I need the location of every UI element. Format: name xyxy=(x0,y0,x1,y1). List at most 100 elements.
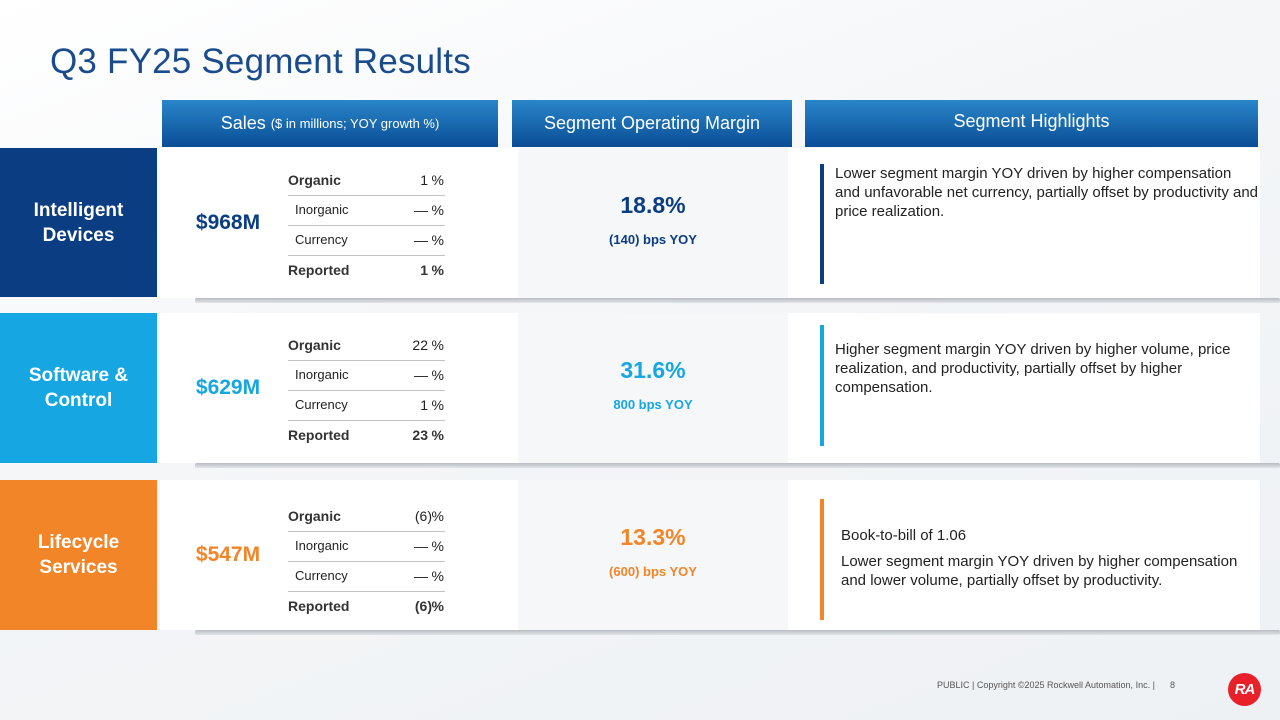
sales-header: Sales ($ in millions; YOY growth %) xyxy=(162,100,498,147)
growth-label: Inorganic xyxy=(295,538,349,553)
growth-label: Reported xyxy=(288,262,350,278)
sales-amount: $547M xyxy=(195,543,261,566)
growth-unit: % xyxy=(431,232,444,248)
highlight-paragraph: Lower segment margin YOY driven by highe… xyxy=(841,553,1238,589)
highlight-box: Higher segment margin YOY driven by high… xyxy=(820,325,1260,446)
footer-copyright: PUBLIC | Copyright ©2025 Rockwell Automa… xyxy=(937,680,1155,690)
growth-value: — xyxy=(414,202,428,218)
margin-box: 31.6% 800 bps YOY xyxy=(518,357,788,412)
growth-value: — xyxy=(414,232,428,248)
divider xyxy=(288,531,445,532)
growth-unit: % xyxy=(431,427,444,443)
growth-unit: % xyxy=(431,568,444,584)
growth-label: Currency xyxy=(295,568,348,583)
page-title: Q3 FY25 Segment Results xyxy=(50,42,471,81)
divider xyxy=(288,591,445,592)
growth-label: Reported xyxy=(288,598,350,614)
growth-label: Organic xyxy=(288,337,341,353)
segment-row-intelligent-devices: Intelligent Devices $968M Organic 1 % In… xyxy=(0,148,1280,303)
row-shadow xyxy=(195,298,1280,303)
growth-unit: % xyxy=(431,598,444,614)
divider xyxy=(288,561,445,562)
growth-table: Organic 1 % Inorganic — % Currency — % R… xyxy=(288,166,445,286)
divider xyxy=(288,390,445,391)
accent-bar xyxy=(820,164,824,284)
growth-row-organic: Organic 1 % xyxy=(288,166,445,196)
highlights-header-label: Segment Highlights xyxy=(953,111,1110,131)
row-shadow xyxy=(195,463,1280,468)
growth-row-reported: Reported (6) % xyxy=(288,592,445,622)
page-number: 8 xyxy=(1170,680,1176,690)
margin-background xyxy=(518,148,788,298)
rockwell-logo: RA xyxy=(1228,673,1261,706)
growth-table: Organic 22 % Inorganic — % Currency 1 % … xyxy=(288,331,445,451)
growth-value: 1 xyxy=(420,397,428,413)
segment-name: Lifecycle Services xyxy=(37,532,120,578)
margin-header-label: Segment Operating Margin xyxy=(543,113,761,133)
segment-label: Lifecycle Services xyxy=(0,480,157,630)
growth-value: (6) xyxy=(414,598,432,614)
row-shadow xyxy=(195,630,1280,635)
margin-box: 13.3% (600) bps YOY xyxy=(518,524,788,579)
divider xyxy=(288,225,445,226)
growth-row-currency: Currency 1 % xyxy=(288,391,445,421)
logo-text: RA xyxy=(1234,681,1256,698)
growth-value: 1 xyxy=(420,262,428,278)
growth-row-organic: Organic (6) % xyxy=(288,502,445,532)
growth-row-reported: Reported 1 % xyxy=(288,256,445,286)
growth-row-reported: Reported 23 % xyxy=(288,421,445,451)
margin-background xyxy=(518,313,788,463)
growth-row-organic: Organic 22 % xyxy=(288,331,445,361)
divider xyxy=(288,420,445,421)
growth-value: — xyxy=(414,367,428,383)
growth-label: Currency xyxy=(295,397,348,412)
growth-value: 22 xyxy=(412,337,428,353)
segment-row-lifecycle-services: Lifecycle Services $547M Organic (6) % I… xyxy=(0,480,1280,635)
growth-value: 23 xyxy=(412,427,428,443)
segment-name: Intelligent Devices xyxy=(33,199,124,246)
growth-label: Inorganic xyxy=(295,367,349,382)
highlight-paragraph: Book-to-bill of 1.06 xyxy=(841,527,967,544)
highlight-paragraph: Higher segment margin YOY driven by high… xyxy=(835,341,1231,396)
divider xyxy=(288,195,445,196)
sales-header-label: Sales xyxy=(220,113,266,133)
margin-box: 18.8% (140) bps YOY xyxy=(518,192,788,247)
growth-row-inorganic: Inorganic — % xyxy=(288,532,445,562)
growth-row-currency: Currency — % xyxy=(288,562,445,592)
highlight-box: Lower segment margin YOY driven by highe… xyxy=(820,164,1260,284)
segment-label: Intelligent Devices xyxy=(0,148,157,297)
sales-amount: $968M xyxy=(195,211,261,234)
growth-unit: % xyxy=(431,367,444,383)
growth-unit: % xyxy=(431,538,444,554)
margin-change: (600) bps YOY xyxy=(609,564,697,579)
accent-bar xyxy=(820,499,824,620)
growth-unit: % xyxy=(431,337,444,353)
segment-row-software-control: Software & Control $629M Organic 22 % In… xyxy=(0,313,1280,468)
growth-label: Inorganic xyxy=(295,202,349,217)
highlights-header: Segment Highlights xyxy=(805,100,1258,147)
sales-header-sub: ($ in millions; YOY growth %) xyxy=(270,116,440,131)
margin-value: 13.3% xyxy=(620,524,686,550)
growth-row-inorganic: Inorganic — % xyxy=(288,361,445,391)
highlight-text: Book-to-bill of 1.06 Lower segment margi… xyxy=(841,526,1266,597)
growth-value: (6) xyxy=(414,508,432,524)
margin-header: Segment Operating Margin xyxy=(512,100,792,147)
segment-name: Software & Control xyxy=(28,365,129,411)
growth-unit: % xyxy=(431,508,444,524)
highlight-paragraph: Lower segment margin YOY driven by highe… xyxy=(835,165,1259,220)
highlight-box: Book-to-bill of 1.06 Lower segment margi… xyxy=(820,499,1260,620)
growth-unit: % xyxy=(431,262,444,278)
margin-value: 31.6% xyxy=(620,357,686,383)
growth-value: 1 xyxy=(420,172,428,188)
margin-change: (140) bps YOY xyxy=(609,232,697,247)
growth-unit: % xyxy=(431,397,444,413)
divider xyxy=(288,255,445,256)
growth-label: Organic xyxy=(288,508,341,524)
margin-change: 800 bps YOY xyxy=(613,397,693,412)
growth-row-inorganic: Inorganic — % xyxy=(288,196,445,226)
segment-label: Software & Control xyxy=(0,313,157,463)
sales-amount: $629M xyxy=(195,376,261,399)
growth-label: Organic xyxy=(288,172,341,188)
margin-value: 18.8% xyxy=(620,192,686,218)
